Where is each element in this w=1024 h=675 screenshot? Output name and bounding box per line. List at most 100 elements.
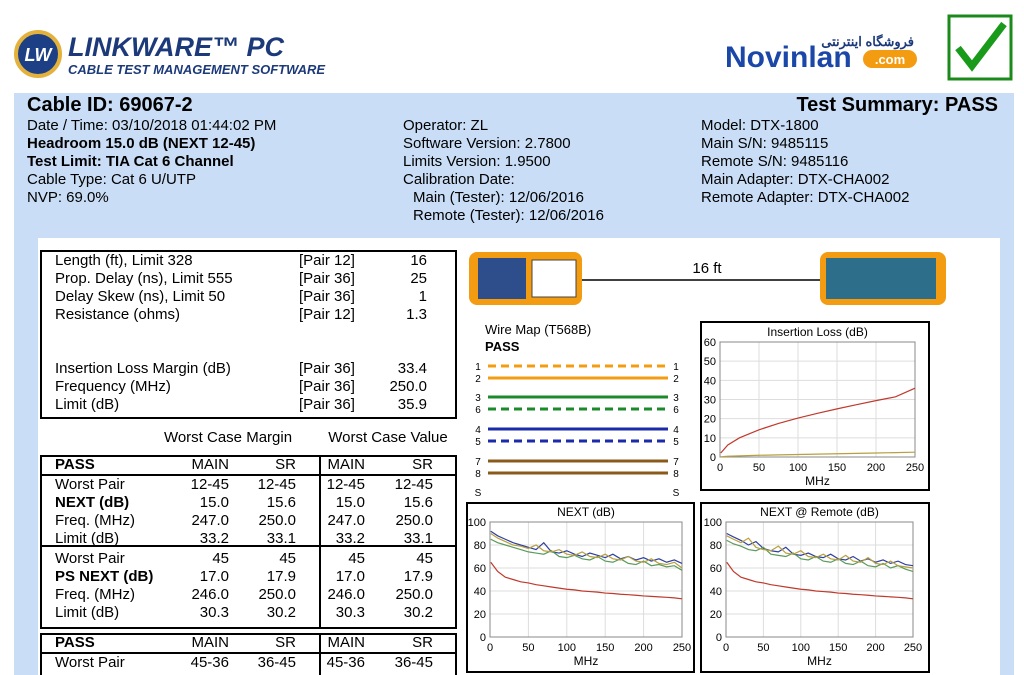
result-value: 25 <box>410 270 427 287</box>
table-cell: Limit (dB) <box>55 530 120 547</box>
table-cell: 45-36 <box>190 654 229 671</box>
plot-area <box>489 521 683 638</box>
table-cell: Worst Pair <box>55 550 125 567</box>
product-name: LINKWARE™ PC <box>68 32 285 62</box>
x-tick-label: 0 <box>487 642 493 654</box>
table-cell: 12-45 <box>394 476 433 493</box>
table-cell: Limit (dB) <box>55 604 120 621</box>
series-line <box>720 451 916 458</box>
worst-case-table <box>40 455 457 629</box>
summary-line: Headroom 15.0 dB (NEXT 12-45) <box>27 135 256 152</box>
table-header: MAIN <box>191 634 230 651</box>
x-tick-label: 150 <box>829 642 847 654</box>
y-tick-label: 80 <box>710 540 722 552</box>
y-tick-label: 100 <box>704 517 722 529</box>
table-cell: Freq. (MHz) <box>55 586 135 603</box>
summary-line: Operator: ZL <box>403 117 489 134</box>
chart-title: Insertion Loss (dB) <box>767 325 868 339</box>
results-box <box>40 250 457 419</box>
x-tick-label: 250 <box>673 642 691 654</box>
chart-frame <box>700 321 930 491</box>
table-cell: 30.2 <box>403 604 433 621</box>
table-header: SR <box>275 634 296 651</box>
plot-area <box>719 341 916 458</box>
table-cell: Worst Pair <box>55 476 125 493</box>
result-value: 35.9 <box>397 396 427 413</box>
y-tick-label: 40 <box>704 375 716 387</box>
result-pair: [Pair 12] <box>299 252 355 269</box>
y-tick-label: 0 <box>480 632 486 644</box>
x-tick-label: 250 <box>906 462 924 474</box>
summary-line: Limits Version: 1.9500 <box>403 153 551 170</box>
summary-line: Main S/N: 9485115 <box>701 135 829 152</box>
result-label: Resistance (ohms) <box>55 306 181 323</box>
pin-label: 3 <box>673 393 679 404</box>
heading: Worst Case Margin <box>163 429 293 446</box>
result-value: 250.0 <box>389 378 427 395</box>
summary-line: Remote S/N: 9485116 <box>701 153 849 170</box>
y-tick-label: 100 <box>468 517 486 529</box>
pin-label: 4 <box>475 425 481 436</box>
series-line <box>726 535 914 569</box>
table-cell: 45-36 <box>326 654 365 671</box>
main-tester-panel <box>478 258 526 299</box>
table-header: PASS <box>55 634 95 651</box>
pin-label: 5 <box>673 437 679 448</box>
summary-line: Main Adapter: DTX-CHA002 <box>701 171 890 188</box>
pin-label: 2 <box>673 374 679 385</box>
table-header: PASS <box>55 456 95 473</box>
check-mark <box>955 21 1007 72</box>
table-cell: 246.0 <box>191 586 229 603</box>
pin-label: 2 <box>475 374 481 385</box>
y-tick-label: 50 <box>704 356 716 368</box>
wire-map-status: PASS <box>485 338 520 354</box>
y-tick-label: 30 <box>704 395 716 407</box>
cable-id: Cable ID: 69067-2 <box>27 94 193 116</box>
table-cell: 247.0 <box>327 512 365 529</box>
group-rule <box>40 545 455 547</box>
y-tick-label: 80 <box>474 540 486 552</box>
table-cell: 12-45 <box>326 476 365 493</box>
remote-tester-panel <box>826 258 936 299</box>
summary-line: Remote Adapter: DTX-CHA002 <box>701 189 910 206</box>
x-tick-label: 100 <box>789 462 807 474</box>
test-result: Test Summary: PASS <box>796 94 998 116</box>
x-tick-label: 150 <box>596 642 614 654</box>
x-tick-label: 0 <box>717 462 723 474</box>
result-pair: [Pair 36] <box>299 270 355 287</box>
chart-title: NEXT (dB) <box>557 505 615 519</box>
x-axis-label: MHz <box>805 474 830 488</box>
table-cell: 30.3 <box>199 604 229 621</box>
result-value: 1.3 <box>406 306 427 323</box>
y-tick-label: 20 <box>710 609 722 621</box>
plot-area <box>725 521 914 638</box>
tagline: CABLE TEST MANAGEMENT SOFTWARE <box>68 62 325 77</box>
x-tick-label: 200 <box>634 642 652 654</box>
main-tester-screen <box>531 259 577 298</box>
pin-label: 8 <box>673 469 679 480</box>
result-pair: [Pair 36] <box>299 360 355 377</box>
table-cell: 33.2 <box>335 530 365 547</box>
brand-suffix: .com <box>875 52 905 67</box>
table-cell: 33.2 <box>199 530 229 547</box>
y-tick-label: 60 <box>710 563 722 575</box>
table-cell: 17.0 <box>335 568 365 585</box>
pin-label: S <box>475 488 482 499</box>
brand-pill <box>863 50 917 68</box>
summary-line: Main (Tester): 12/06/2016 <box>413 189 584 206</box>
y-tick-label: 20 <box>474 609 486 621</box>
table-cell: 17.9 <box>403 568 433 585</box>
table-cell: 17.9 <box>266 568 296 585</box>
wire-map-title: Wire Map (T568B) <box>485 321 592 337</box>
result-label: Prop. Delay (ns), Limit 555 <box>55 270 233 287</box>
y-tick-label: 60 <box>474 563 486 575</box>
pin-label: 3 <box>475 393 481 404</box>
pin-label: S <box>673 488 680 499</box>
column-divider <box>319 633 321 675</box>
x-tick-label: 0 <box>723 642 729 654</box>
table-header: MAIN <box>327 456 366 473</box>
x-axis-label: MHz <box>807 654 832 668</box>
summary-line: Calibration Date: <box>403 171 515 188</box>
